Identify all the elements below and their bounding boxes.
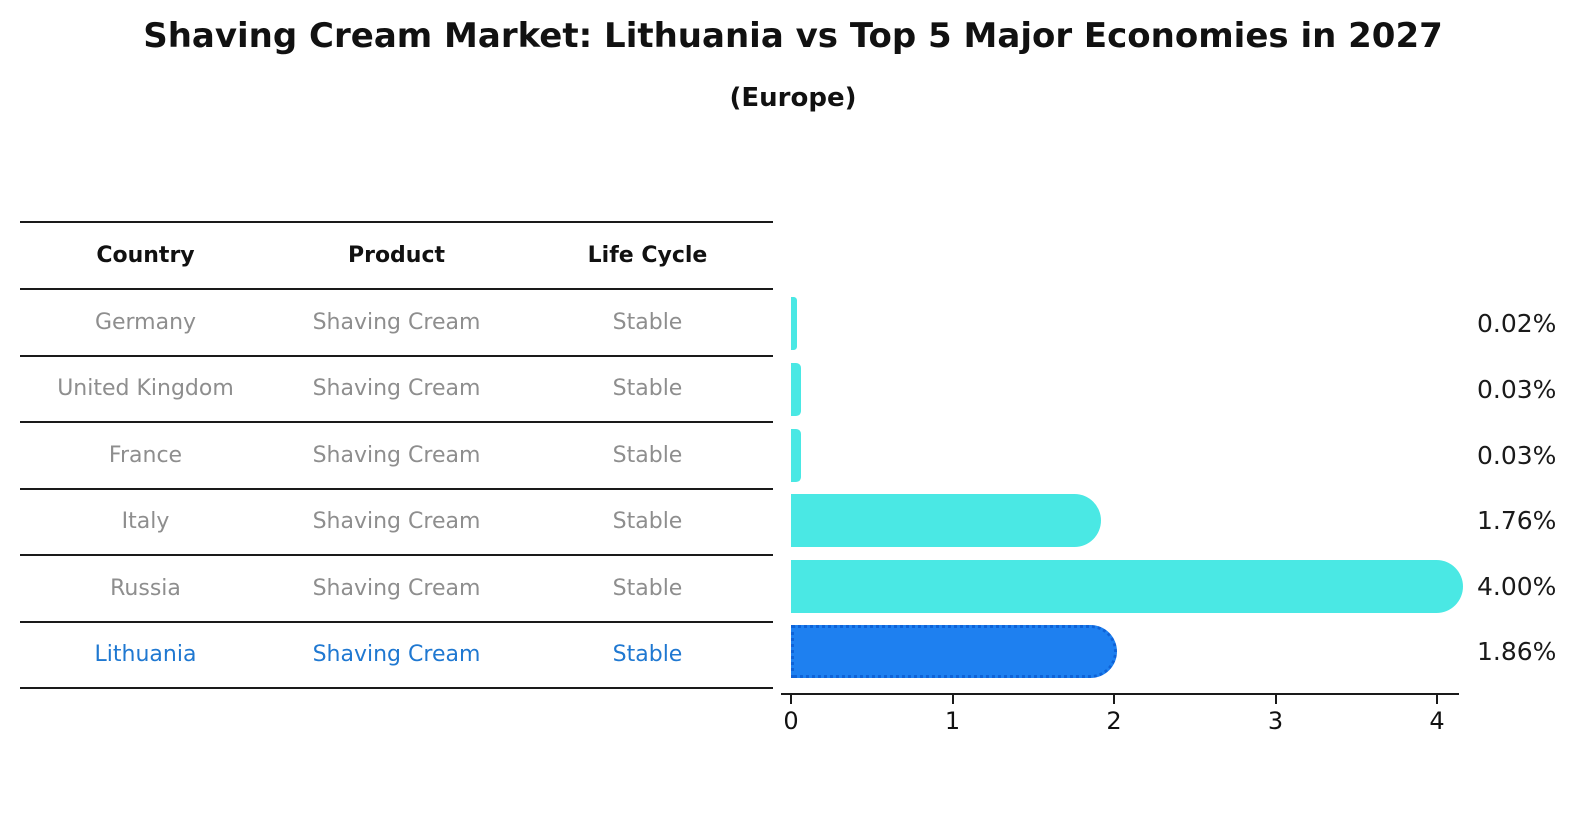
chart-title: Shaving Cream Market: Lithuania vs Top 5…	[143, 16, 1443, 56]
x-axis-line	[781, 693, 1459, 695]
x-tick-label-1: 1	[944, 707, 961, 735]
cell-life-cycle: Stable	[612, 575, 683, 601]
bar-france	[791, 429, 801, 482]
cell-country: Italy	[121, 509, 170, 535]
x-tick-mark-0	[790, 695, 792, 704]
bar-germany	[791, 297, 798, 350]
cell-country: Russia	[110, 575, 181, 601]
cell-country: France	[108, 442, 183, 468]
value-label-united-kingdom: 0.03%	[1477, 374, 1557, 404]
value-label-russia: 4.00%	[1477, 571, 1557, 601]
cell-life-cycle: Stable	[612, 442, 683, 468]
cell-product: Shaving Cream	[312, 509, 481, 535]
table-header-row: Country Product Life Cycle	[20, 223, 773, 290]
cell-life-cycle: Stable	[612, 509, 683, 535]
x-tick-mark-4	[1436, 695, 1438, 704]
x-tick-label-0: 0	[783, 707, 799, 735]
bar-united-kingdom	[791, 363, 801, 416]
cell-product: Shaving Cream	[312, 376, 481, 402]
column-header-life-cycle: Life Cycle	[587, 243, 708, 268]
value-label-lithuania: 1.86%	[1477, 636, 1557, 666]
table-row-germany: Germany Shaving Cream Stable	[20, 290, 773, 357]
cell-product: Shaving Cream	[312, 642, 481, 668]
cell-product: Shaving Cream	[312, 442, 481, 468]
table-row-russia: Russia Shaving Cream Stable	[20, 556, 773, 623]
bar-russia	[791, 560, 1463, 613]
value-label-italy: 1.76%	[1477, 505, 1557, 535]
x-tick-mark-2	[1113, 695, 1115, 704]
cell-country: Germany	[94, 309, 197, 335]
x-tick-mark-1	[951, 695, 954, 704]
cell-country: Lithuania	[94, 642, 197, 668]
x-tick-label-2: 2	[1106, 707, 1122, 735]
value-label-france: 0.03%	[1477, 440, 1557, 470]
chart-subtitle: (Europe)	[729, 83, 857, 113]
bar-italy	[791, 494, 1102, 547]
column-header-product: Product	[347, 243, 446, 268]
table-row-france: France Shaving Cream Stable	[20, 423, 773, 490]
table-row-united-kingdom: United Kingdom Shaving Cream Stable	[20, 357, 773, 423]
x-tick-label-4: 4	[1429, 707, 1445, 735]
table-row-lithuania: Lithuania Shaving Cream Stable	[20, 623, 773, 689]
cell-life-cycle: Stable	[612, 376, 683, 402]
cell-life-cycle: Stable	[612, 642, 683, 668]
column-header-country: Country	[96, 243, 195, 268]
table-body: Germany Shaving Cream Stable United Kingdom…	[20, 290, 773, 689]
cell-country: United Kingdom	[57, 376, 234, 402]
value-label-germany: 0.02%	[1477, 308, 1557, 338]
cell-product: Shaving Cream	[312, 309, 481, 335]
country-table: Country Product Life Cycle Germany Shavin…	[20, 221, 773, 689]
cell-product: Shaving Cream	[312, 575, 481, 601]
x-tick-label-3: 3	[1267, 707, 1284, 735]
cell-life-cycle: Stable	[612, 309, 683, 335]
x-tick-mark-3	[1274, 695, 1277, 704]
bar-lithuania	[791, 625, 1118, 678]
table-row-italy: Italy Shaving Cream Stable	[20, 490, 773, 556]
